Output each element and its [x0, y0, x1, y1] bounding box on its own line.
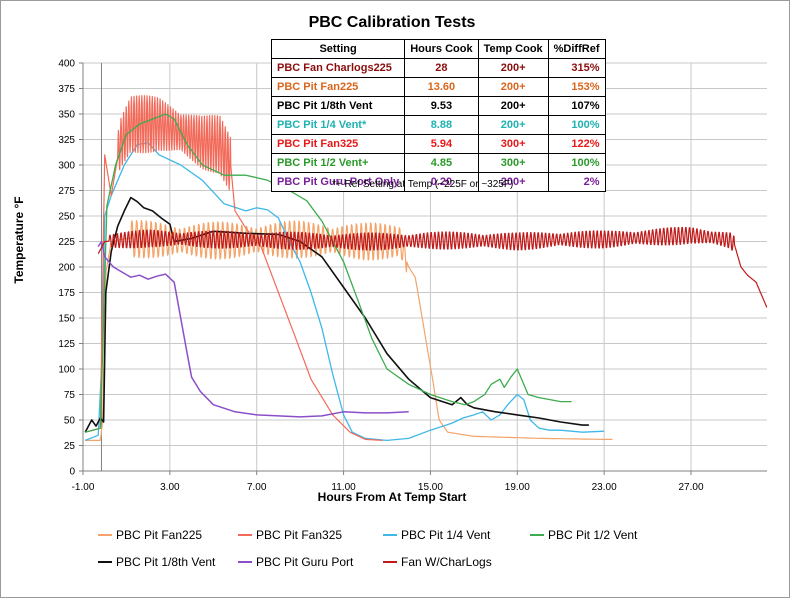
legend-label: PBC Pit Guru Port: [256, 555, 354, 569]
table-cell-diff: 100%: [547, 153, 606, 173]
table-cell-hours: 13.60: [404, 77, 479, 97]
table-cell-diff: 107%: [547, 96, 606, 116]
y-tick-label: 200: [58, 263, 75, 274]
y-tick-label: 50: [64, 416, 76, 427]
table-cell-hours: 9.53: [404, 96, 479, 116]
series-line-pbc-pit-1-2-vent: [85, 113, 572, 433]
table-cell-diff: 315%: [547, 58, 606, 78]
table-cell-hours: 8.88: [404, 115, 479, 135]
table-cell-setting: PBC Fan Charlogs225: [270, 58, 406, 78]
table-row: PBC Fan Charlogs225 28 200+ 315%: [270, 58, 606, 78]
legend-label: PBC Pit Fan325: [256, 528, 342, 542]
chart-title: PBC Calibration Tests: [309, 14, 476, 31]
table-cell-diff: 153%: [547, 77, 606, 97]
legend: PBC Pit Fan225 PBC Pit Fan325 PBC Pit 1/4 …: [98, 528, 638, 569]
series-line-pbc-pit-fan225: [85, 220, 613, 441]
x-tick-label: 3.00: [160, 482, 180, 493]
legend-label: PBC Pit Fan225: [116, 528, 202, 542]
table-body: PBC Fan Charlogs225 28 200+ 315% PBC Pit Fan…: [270, 58, 606, 192]
y-tick-label: 100: [58, 365, 75, 376]
table-row: PBC Pit 1/4 Vent* 8.88 200+ 100%: [270, 115, 606, 135]
y-tick-label: 250: [58, 212, 75, 223]
table-cell-setting: PBC Pit 1/4 Vent*: [270, 115, 406, 135]
y-axis-title: Temperature °F: [12, 196, 26, 283]
settings-table: Setting Hours Cook Temp Cook %DiffRef PB…: [270, 39, 606, 192]
table-cell-temp: 200+: [477, 115, 549, 135]
series-layer: [84, 95, 768, 442]
series-line-pbc-pit-guru-port: [97, 240, 409, 418]
table-cell-diff: 100%: [547, 115, 606, 135]
table-row: PBC Pit 1/2 Vent+ 4.85 300+ 100%: [270, 153, 606, 173]
table-cell-hours: 28: [404, 58, 479, 78]
table-cell-temp: 200+: [477, 172, 549, 192]
table-row: PBC Pit Fan325 5.94 300+ 122%: [270, 134, 606, 154]
y-tick-label: 25: [64, 441, 76, 452]
x-axis-title: Hours From At Temp Start: [318, 490, 467, 504]
table-cell-setting: PBC Pit Guru Port Only: [270, 172, 406, 192]
series-line-fan-w-charlogs: [97, 226, 768, 308]
x-tick-label: 19.00: [505, 482, 530, 493]
table-cell-temp: 200+: [477, 77, 549, 97]
table-cell-setting: PBC Pit Fan325: [270, 134, 406, 154]
table-row: PBC Pit Fan225 13.60 200+ 153%: [270, 77, 606, 97]
table-row: PBC Pit Guru Port Only 0.20 200+ 2%: [270, 172, 606, 192]
x-tick-label: 27.00: [678, 482, 703, 493]
x-tick-label: 15.00: [418, 482, 443, 493]
table-cell-temp: 200+: [477, 58, 549, 78]
table-note: *+ Ref Setting at Temp (~225F or ~325F): [332, 179, 514, 190]
legend-label: PBC Pit 1/4 Vent: [401, 528, 491, 542]
table-cell-temp: 300+: [477, 153, 549, 173]
tick-labels: 0 25 50 75 100 125 150 175 200 225 250 275 300 325 350…: [58, 59, 704, 494]
y-tick-label: 150: [58, 314, 75, 325]
header-temp-cook: Temp Cook: [477, 39, 549, 59]
table-row: PBC Pit 1/8th Vent 9.53 200+ 107%: [270, 96, 606, 116]
header-hours-cook: Hours Cook: [404, 39, 479, 59]
legend-label: PBC Pit 1/2 Vent: [548, 528, 638, 542]
x-tick-label: 23.00: [592, 482, 617, 493]
legend-label: Fan W/CharLogs: [401, 555, 492, 569]
header-diff-ref: %DiffRef: [547, 39, 606, 59]
legend-label: PBC Pit 1/8th Vent: [116, 555, 216, 569]
y-tick-label: 300: [58, 161, 75, 172]
y-tick-label: 375: [58, 84, 75, 95]
table-cell-setting: PBC Pit 1/8th Vent: [270, 96, 406, 116]
x-tick-label: 11.00: [331, 482, 356, 493]
table-cell-hours: 0.20: [404, 172, 479, 192]
table-cell-temp: 300+: [477, 134, 549, 154]
y-tick-label: 175: [58, 288, 75, 299]
y-tick-label: 125: [58, 339, 75, 350]
x-tick-label: -1.00: [72, 482, 95, 493]
table-cell-diff: 122%: [547, 134, 606, 154]
x-tick-label: 7.00: [247, 482, 267, 493]
y-tick-label: 325: [58, 135, 75, 146]
table-cell-hours: 4.85: [404, 153, 479, 173]
y-tick-label: 400: [58, 59, 75, 70]
table-cell-diff: 2%: [547, 172, 606, 192]
y-tick-label: 275: [58, 186, 75, 197]
header-setting: Setting: [270, 39, 406, 59]
y-tick-label: 350: [58, 110, 75, 121]
table-cell-temp: 200+: [477, 96, 549, 116]
table-cell-hours: 5.94: [404, 134, 479, 154]
table-cell-setting: PBC Pit 1/2 Vent+: [270, 153, 406, 173]
y-tick-label: 0: [69, 467, 75, 478]
y-tick-label: 75: [64, 390, 76, 401]
y-tick-label: 225: [58, 237, 75, 248]
table-cell-setting: PBC Pit Fan225: [270, 77, 406, 97]
table-header-row: Setting Hours Cook Temp Cook %DiffRef: [270, 39, 606, 59]
